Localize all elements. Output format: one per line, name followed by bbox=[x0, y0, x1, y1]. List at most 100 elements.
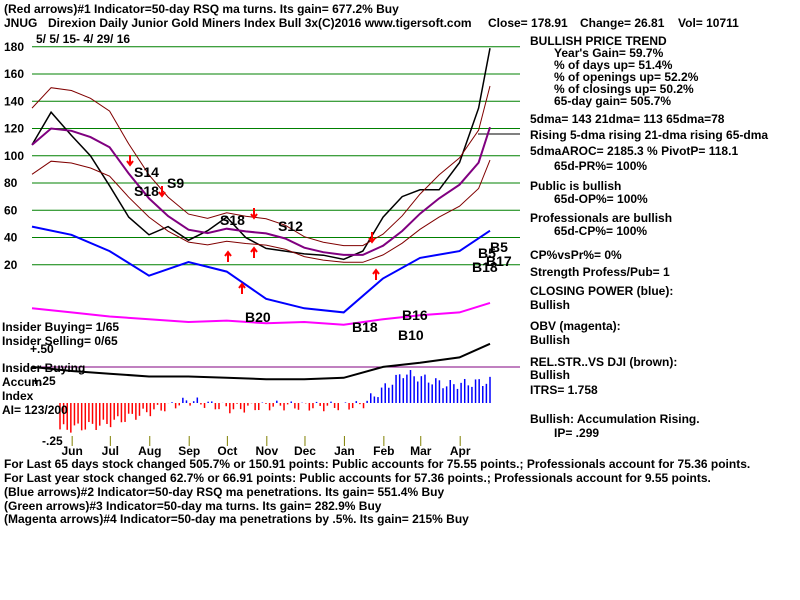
footer-line: (Blue arrows)#2 Indicator=50-day RSQ ma … bbox=[4, 485, 445, 499]
right-panel-line: CLOSING POWER (blue): bbox=[530, 284, 674, 298]
security-name: Direxion Daily Junior Gold Miners Index … bbox=[48, 16, 319, 30]
accum-label: Accum bbox=[2, 375, 43, 389]
x-tick-label: Nov bbox=[255, 444, 278, 458]
footer-line: (Magenta arrows)#4 Indicator=50-day ma p… bbox=[4, 512, 469, 526]
signal-label: S18 bbox=[220, 212, 245, 228]
series-line bbox=[31, 301, 491, 326]
signal-label: B10 bbox=[398, 327, 424, 343]
moving-average-line bbox=[31, 126, 491, 256]
date-range: 5/ 5/ 15- 4/ 29/ 16 bbox=[36, 32, 131, 46]
right-panel-line: ITRS= 1.758 bbox=[530, 383, 598, 397]
signal-label: B18 bbox=[472, 259, 498, 275]
indicator-1-line: (Red arrows)#1 Indicator=50-day RSQ ma t… bbox=[4, 2, 399, 16]
minus-25-label: -.25 bbox=[42, 434, 63, 448]
change-value: Change= 26.81 bbox=[580, 16, 665, 30]
signal-label: B17 bbox=[486, 253, 512, 269]
right-panel-line: % of days up= 51.4% bbox=[554, 58, 673, 72]
signal-label: B20 bbox=[245, 309, 271, 325]
insider-buying-label: Insider Buying bbox=[2, 361, 86, 375]
right-panel-line: Bullish bbox=[530, 298, 571, 312]
right-panel-line: Strength Profess/Pub= 1 bbox=[530, 265, 670, 279]
right-panel-line: Professionals are bullish bbox=[530, 211, 673, 225]
signal-label: B18 bbox=[352, 319, 378, 335]
signal-arrow bbox=[368, 232, 376, 244]
right-panel-line: OBV (magenta): bbox=[530, 319, 621, 333]
y-tick-label: 60 bbox=[4, 203, 18, 217]
y-tick-label: 140 bbox=[4, 94, 24, 108]
index-label: Index bbox=[2, 389, 34, 403]
ticker: JNUG bbox=[4, 16, 38, 30]
chart-grid bbox=[32, 46, 520, 368]
x-tick-label: Jan bbox=[334, 444, 355, 458]
y-tick-label: 160 bbox=[4, 67, 24, 81]
signal-arrow bbox=[250, 246, 258, 258]
signal-label: B5 bbox=[490, 239, 508, 255]
y-tick-label: 120 bbox=[4, 122, 24, 136]
right-panel-line: 5dmaAROC= 2185.3 % PivotP= 118.1 bbox=[530, 144, 739, 158]
series-line bbox=[31, 342, 491, 381]
signal-label: S18 bbox=[134, 183, 159, 199]
right-panel-line: BULLISH PRICE TREND bbox=[530, 34, 667, 48]
right-panel-line: CP%vsPr%= 0% bbox=[530, 248, 622, 262]
series-line bbox=[31, 48, 491, 261]
signal-arrow bbox=[224, 250, 232, 262]
accum-index-bars bbox=[59, 370, 491, 433]
series-line bbox=[31, 225, 491, 314]
right-panel-line: Bullish bbox=[530, 368, 571, 382]
right-panel-line: REL.STR..VS DJI (brown): bbox=[530, 355, 678, 369]
x-tick-label: Oct bbox=[217, 444, 237, 458]
copyright: (C)2016 www.tigersoft.com bbox=[318, 16, 472, 30]
right-panel-line: % of closings up= 50.2% bbox=[554, 82, 694, 96]
right-panel-line: Public is bullish bbox=[530, 179, 622, 193]
signal-label: S9 bbox=[167, 175, 184, 191]
close-value: Close= 178.91 bbox=[488, 16, 568, 30]
signal-label: S12 bbox=[278, 218, 303, 234]
signal-arrow bbox=[372, 268, 380, 280]
right-panel-line: Year's Gain= 59.7% bbox=[554, 46, 664, 60]
y-tick-label: 40 bbox=[4, 231, 18, 245]
x-tick-label: Mar bbox=[410, 444, 432, 458]
y-axis: 180 160 140 120 100 80 60 40 20 bbox=[4, 40, 24, 272]
right-panel-line: 65d-CP%= 100% bbox=[554, 224, 648, 238]
right-panel-line: Rising 5-dma rising 21-dma rising 65-dma bbox=[530, 128, 769, 142]
footer-line: For Last year stock changed 62.7% or 66.… bbox=[4, 471, 711, 485]
signal-arrow bbox=[158, 186, 166, 198]
right-panel-line: % of openings up= 52.2% bbox=[554, 70, 699, 84]
insider-buying-count: Insider Buying= 1/65 bbox=[2, 320, 120, 334]
x-tick-label: Feb bbox=[373, 444, 394, 458]
plus-50-label: +.50 bbox=[30, 342, 54, 356]
right-panel-line: Bullish: Accumulation Rising. bbox=[530, 412, 700, 426]
ai-label: AI= 123/200 bbox=[2, 403, 68, 417]
footer-line: (Green arrows)#3 Indicator=50-day ma tur… bbox=[4, 499, 382, 513]
signal-arrow bbox=[238, 282, 246, 294]
upper-band-line bbox=[31, 85, 491, 247]
right-panel-line: 65-day gain= 505.7% bbox=[554, 94, 672, 108]
x-tick-label: Apr bbox=[450, 444, 471, 458]
x-tick-label: Jul bbox=[102, 444, 119, 458]
footer-line: For Last 65 days stock changed 505.7% or… bbox=[4, 457, 751, 471]
volume-value: Vol= 10711 bbox=[678, 16, 739, 30]
chart-lines bbox=[31, 48, 491, 381]
right-panel-line: 5dma= 143 21dma= 113 65dma=78 bbox=[530, 112, 725, 126]
x-tick-label: Aug bbox=[138, 444, 161, 458]
x-tick-label: Jun bbox=[61, 444, 82, 458]
signal-label: B5 bbox=[478, 245, 496, 261]
y-tick-label: 180 bbox=[4, 40, 24, 54]
x-tick-label: Dec bbox=[294, 444, 316, 458]
right-panel-line: 65d-PR%= 100% bbox=[554, 159, 648, 173]
y-tick-label: 20 bbox=[4, 258, 18, 272]
right-panel-line: IP= .299 bbox=[554, 426, 600, 440]
signal-label: B16 bbox=[402, 307, 428, 323]
signal-arrow bbox=[250, 208, 258, 220]
right-panel-line: 65d-OP%= 100% bbox=[554, 192, 648, 206]
x-axis: Jun Jul Aug Sep Oct Nov Dec Jan Feb Mar Apr bbox=[61, 436, 471, 458]
signal-arrow bbox=[126, 155, 134, 167]
insider-selling-count: Insider Selling= 0/65 bbox=[2, 334, 118, 348]
lower-band-line bbox=[31, 159, 491, 263]
x-tick-label: Sep bbox=[178, 444, 200, 458]
plus-25-label: +.25 bbox=[32, 374, 56, 388]
signal-label: S14 bbox=[134, 164, 159, 180]
right-panel-line: Bullish bbox=[530, 333, 571, 347]
